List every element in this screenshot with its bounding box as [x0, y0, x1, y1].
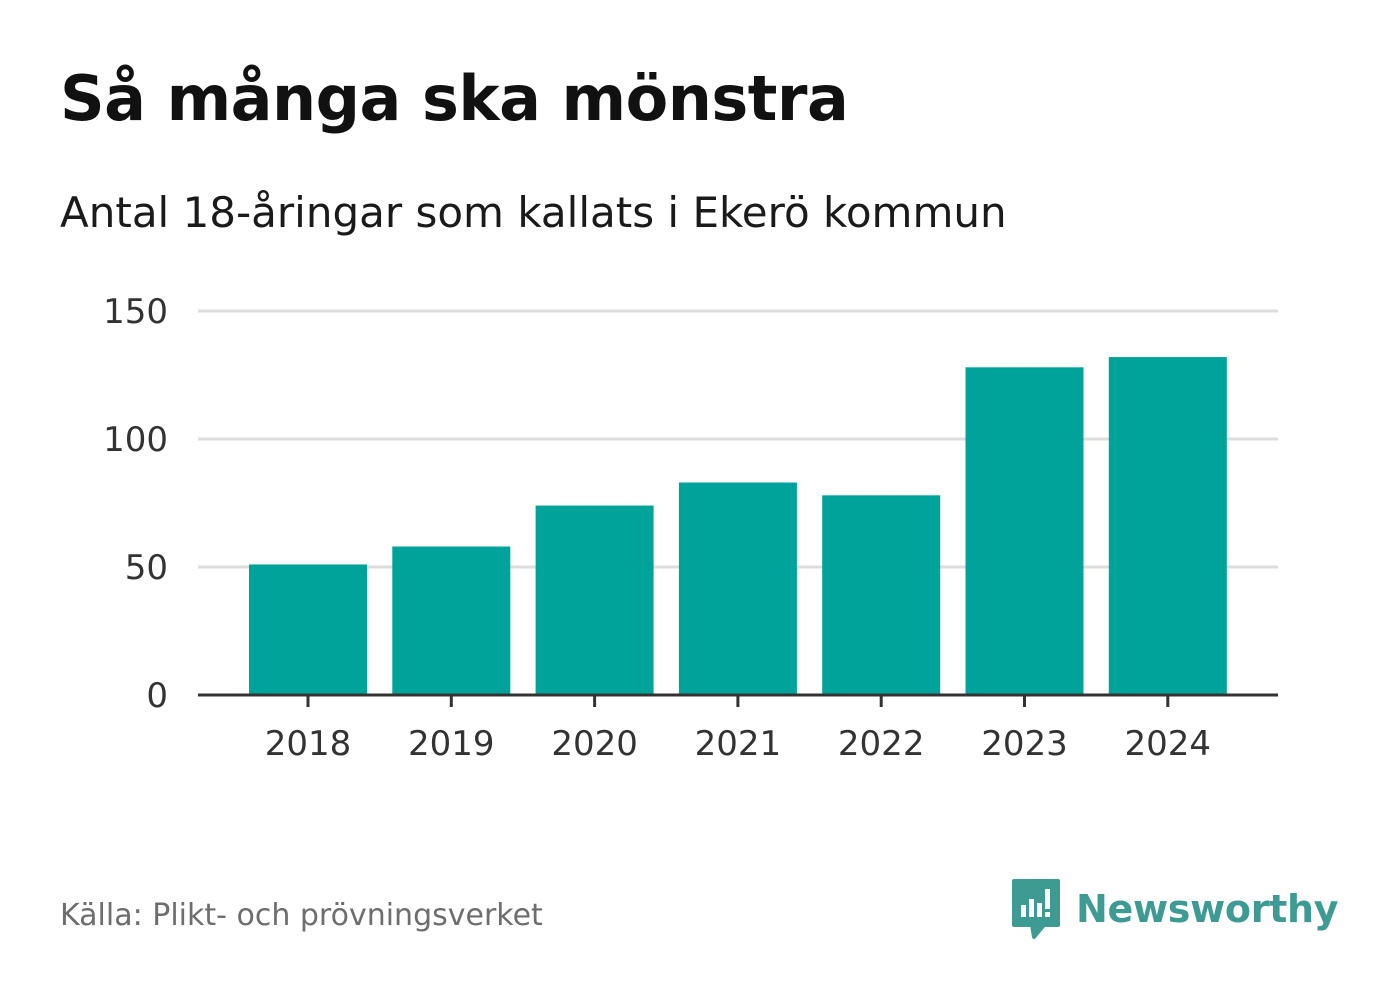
x-tick-label: 2019 — [408, 724, 495, 764]
bar-2018 — [249, 564, 367, 695]
x-tick-label: 2023 — [981, 724, 1068, 764]
bar-2020 — [535, 505, 654, 695]
newsworthy-logo-icon — [1012, 879, 1060, 939]
y-tick-label: 150 — [103, 292, 168, 332]
bar-2021 — [678, 482, 797, 695]
x-tick-label: 2022 — [838, 724, 925, 764]
x-tick-label: 2024 — [1125, 724, 1212, 764]
axes — [198, 693, 1278, 707]
tick-labels: 0 50 100 150 2018 2019 2020 2021 2022 2023 2024 — [103, 292, 1211, 764]
brand-logo: Newsworthy — [1010, 876, 1339, 942]
x-tick-label: 2021 — [695, 724, 782, 764]
bar-2022 — [822, 495, 941, 695]
source-note: Källa: Plikt- och prövningsverket — [60, 898, 543, 933]
bars — [249, 357, 1227, 695]
bar-2024 — [1108, 357, 1227, 695]
brand-name: Newsworthy — [1076, 887, 1339, 931]
y-tick-label: 50 — [125, 548, 168, 588]
chart-subtitle: Antal 18-åringar som kallats i Ekerö kom… — [60, 188, 1007, 237]
bar-chart: 0 50 100 150 2018 2019 2020 2021 2022 2023 2024 — [103, 292, 1278, 764]
y-tick-label: 0 — [146, 676, 168, 716]
x-tick-label: 2018 — [265, 724, 352, 764]
x-tick-label: 2020 — [551, 724, 638, 764]
bar-2019 — [392, 546, 511, 695]
y-tick-label: 100 — [103, 420, 168, 460]
chart-title: Så många ska mönstra — [60, 62, 849, 135]
bar-2023 — [965, 367, 1084, 695]
